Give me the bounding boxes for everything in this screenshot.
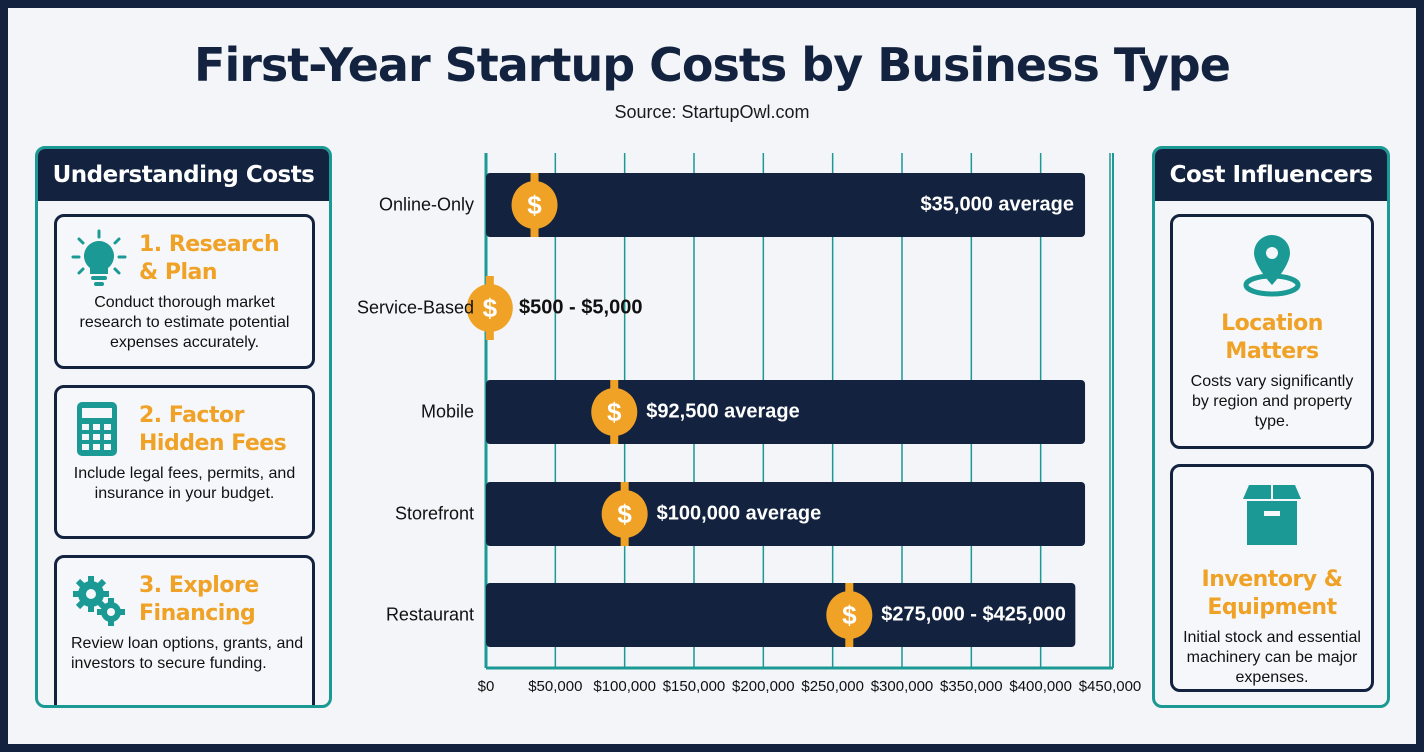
- dollar-coin-icon: [601, 490, 648, 538]
- calculator-icon: [77, 402, 117, 456]
- card-text: Conduct thorough market research to esti…: [79, 294, 290, 351]
- card-title: Inventory &: [1201, 567, 1343, 592]
- data-label: $275,000 - $425,000: [881, 603, 1066, 626]
- card-text: Costs vary significantly by region and p…: [1190, 373, 1354, 430]
- card-text: Review loan options, grants, and investo…: [71, 635, 304, 672]
- card-title: & Plan: [139, 260, 218, 285]
- page-title: First-Year Startup Costs by Business Typ…: [194, 38, 1231, 92]
- card-title: Financing: [139, 601, 256, 626]
- x-tick-label: $50,000: [528, 678, 583, 695]
- panel-title: Understanding Costs: [38, 149, 329, 201]
- bar: [486, 583, 1076, 647]
- card-title: Equipment: [1207, 595, 1337, 620]
- x-tick-label: $450,000: [1078, 678, 1142, 695]
- data-label: $35,000 average: [920, 193, 1074, 216]
- x-tick-label: $150,000: [662, 678, 726, 695]
- dollar-sign: $: [527, 190, 542, 220]
- card-inventory: Inventory & Equipment Initial stock and e…: [1170, 464, 1374, 692]
- x-tick-label: $400,000: [1009, 678, 1072, 695]
- dollar-sign: $: [483, 293, 498, 323]
- gears-icon: [73, 576, 125, 626]
- category-label: Online-Only: [378, 194, 474, 215]
- card-title: 1. Research: [139, 232, 280, 257]
- category-label: Mobile: [420, 401, 474, 422]
- dollar-coin-icon: [466, 284, 513, 332]
- dollar-coin-icon: [826, 591, 873, 639]
- category-label: Service-Based: [356, 297, 474, 318]
- card-text: Include legal fees, permits, and insuran…: [73, 465, 296, 502]
- card-location: Location Matters Costs vary significantly…: [1170, 214, 1374, 449]
- x-tick-label: $250,000: [801, 678, 864, 695]
- location-pin-icon: [1243, 235, 1301, 297]
- dollar-coin-icon: [511, 181, 558, 229]
- dollar-coin-icon: [591, 388, 638, 436]
- category-label: Storefront: [394, 503, 474, 524]
- card-research: 1. Research & Plan Conduct thorough marke…: [54, 214, 315, 369]
- card-title: 2. Factor: [139, 403, 244, 428]
- card-text: Initial stock and essential machinery ca…: [1183, 629, 1361, 686]
- dollar-sign: $: [842, 600, 857, 630]
- card-title: Hidden Fees: [139, 431, 287, 456]
- dollar-sign: $: [607, 397, 622, 427]
- card-title: Matters: [1225, 339, 1319, 364]
- panel-title: Cost Influencers: [1155, 149, 1387, 201]
- data-label: $92,500 average: [646, 400, 800, 423]
- box-icon: [1243, 485, 1301, 545]
- x-tick-label: $350,000: [940, 678, 1003, 695]
- card-hidden-fees: 2. Factor Hidden Fees Include legal fees,…: [54, 385, 315, 539]
- x-tick-label: $0: [477, 678, 495, 695]
- x-tick-label: $300,000: [870, 678, 934, 695]
- x-tick-label: $100,000: [593, 678, 656, 695]
- data-label: $100,000 average: [656, 502, 822, 525]
- x-tick-label: $200,000: [732, 678, 795, 695]
- card-title: Location: [1221, 311, 1323, 336]
- source-text: Source: StartupOwl.com: [614, 102, 810, 122]
- lightbulb-icon: [71, 229, 127, 286]
- cost-influencers-panel: Cost Influencers Location Matters Costs v…: [1152, 146, 1390, 708]
- card-title: 3. Explore: [139, 573, 259, 598]
- card-financing: 3. Explore Financing Review loan options,…: [54, 555, 315, 705]
- bar: [486, 380, 1086, 444]
- category-label: Restaurant: [385, 604, 474, 625]
- data-label: $500 - $5,000: [519, 296, 643, 319]
- bar: [486, 173, 1086, 237]
- dollar-sign: $: [617, 499, 632, 529]
- understanding-costs-panel: Understanding Costs 1. Research & Plan Co…: [35, 146, 332, 708]
